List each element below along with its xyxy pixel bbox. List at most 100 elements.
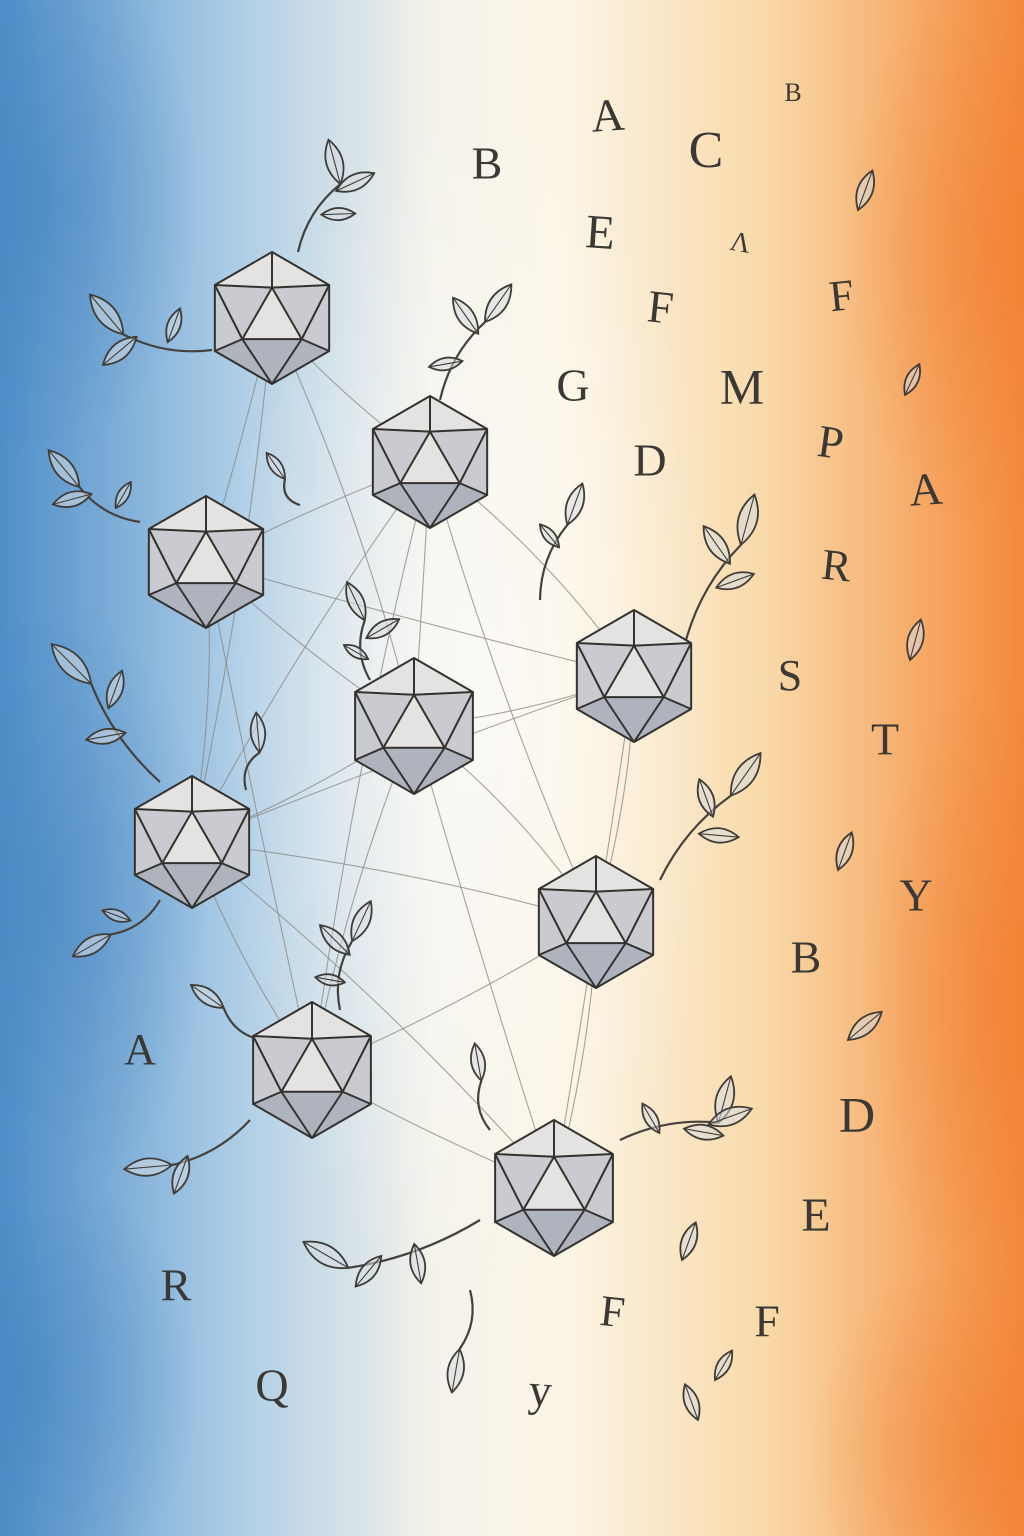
network-edge	[311, 461, 431, 1071]
leaf-vein	[474, 1043, 482, 1081]
network-edge	[191, 461, 431, 843]
leaf-vein	[730, 752, 761, 797]
vine-sprig	[684, 493, 759, 641]
vine-stem	[243, 751, 261, 791]
letter-glyph: S	[778, 651, 802, 700]
leaf-vein	[716, 573, 755, 589]
leaf-vein	[102, 336, 138, 366]
letter-glyph: F	[598, 1286, 627, 1337]
icosahedron-icon	[354, 657, 474, 795]
vine-stem	[659, 794, 732, 881]
letter-glyph: B	[791, 932, 822, 983]
icosahedron-icon	[371, 395, 489, 529]
leaf-vein	[303, 1241, 349, 1269]
leaf-vein	[115, 481, 132, 509]
letter-glyph: T	[871, 714, 899, 765]
leaf-vein	[266, 452, 286, 480]
vine-sprig	[50, 643, 161, 783]
letter-glyph: A	[907, 462, 944, 515]
letter-glyph: C	[689, 122, 724, 179]
vine-sprig	[243, 711, 267, 791]
leaf-vein	[837, 832, 853, 871]
letter-glyph: D	[633, 435, 666, 486]
icosahedron-icon	[252, 1001, 372, 1139]
letter-glyph: R	[819, 540, 854, 592]
vine-sprig	[446, 1289, 474, 1394]
vine-sprig	[659, 751, 762, 881]
letter-glyph: A	[589, 88, 626, 141]
letter-glyph: D	[839, 1086, 875, 1142]
leaf-vein	[355, 1255, 382, 1287]
leaf-vein	[909, 619, 922, 661]
leaf-vein	[698, 833, 739, 838]
vine-stem	[538, 524, 569, 601]
leaf-vein	[190, 984, 225, 1009]
leaf-vein	[86, 732, 126, 741]
vine-sprig	[302, 1219, 481, 1288]
letter-glyph: F	[645, 280, 676, 333]
vine-stems	[47, 138, 925, 1422]
vine-sprig	[469, 1041, 491, 1131]
vine-stem	[110, 899, 161, 936]
icosahedron-icon	[494, 1119, 614, 1257]
leaf-vein	[124, 1164, 173, 1170]
leaf-vein	[684, 1384, 699, 1421]
vine-stem	[477, 1080, 491, 1131]
vine-sprig	[122, 1119, 251, 1196]
letter-glyph: G	[556, 360, 589, 411]
icosahedron-icon	[133, 775, 251, 909]
vine-sprig	[47, 449, 141, 524]
letter-glyph: E	[584, 205, 617, 260]
leaf-vein	[681, 1222, 697, 1261]
leaf-vein	[452, 297, 479, 335]
vine-stem	[458, 1289, 474, 1350]
leaf-vein	[72, 933, 112, 957]
leaf-vein	[167, 308, 181, 343]
leaf-vein	[107, 670, 123, 709]
vine-sprig	[88, 293, 213, 366]
letter-glyph: A	[124, 1025, 156, 1074]
leaf-vein	[904, 363, 920, 396]
network-edge	[205, 561, 313, 1071]
leaf-vein	[343, 644, 369, 660]
leaf-vein	[335, 172, 375, 192]
leaf-vein	[346, 581, 366, 621]
leaf-vein	[683, 1128, 724, 1137]
leaf-vein	[698, 779, 714, 817]
vine-sprig	[296, 138, 376, 253]
vine-sprig	[538, 482, 586, 601]
leaf-vein	[451, 1348, 461, 1393]
leaf-vein	[327, 139, 341, 185]
network-edge	[413, 725, 555, 1189]
leaf-vein	[714, 1350, 733, 1381]
drifting-leaves	[679, 169, 925, 1422]
vine-sprig	[265, 451, 301, 507]
letter-glyph: M	[720, 358, 764, 414]
network-edge	[191, 841, 555, 1189]
leaf-vein	[351, 900, 372, 942]
leaf-vein	[48, 449, 80, 488]
letter-glyph: F	[754, 1296, 780, 1347]
leaf-vein	[51, 643, 92, 685]
vine-sprig	[427, 283, 513, 401]
icosahedron-icon	[147, 495, 265, 629]
letter-glyph: B	[784, 78, 801, 107]
leaf-vein	[566, 483, 583, 526]
letter-glyph: Y	[899, 870, 932, 921]
leaf-vein	[255, 712, 261, 753]
icosahedron-icon	[537, 855, 655, 989]
leaf-vein	[102, 909, 131, 922]
vine-stem	[296, 183, 342, 253]
letter-glyph: E	[801, 1189, 830, 1242]
icosahedron-icon	[213, 251, 331, 385]
leaf-vein	[857, 170, 873, 211]
letter-glyph: y	[527, 1364, 554, 1416]
leaf-vein	[740, 494, 755, 545]
leaf-vein	[413, 1243, 422, 1284]
leaf-vein	[315, 976, 345, 983]
leaf-vein	[319, 924, 351, 956]
letter-glyph: Q	[255, 1360, 288, 1411]
vine-stem	[619, 1120, 719, 1141]
polyhedron-nodes	[133, 251, 693, 1257]
